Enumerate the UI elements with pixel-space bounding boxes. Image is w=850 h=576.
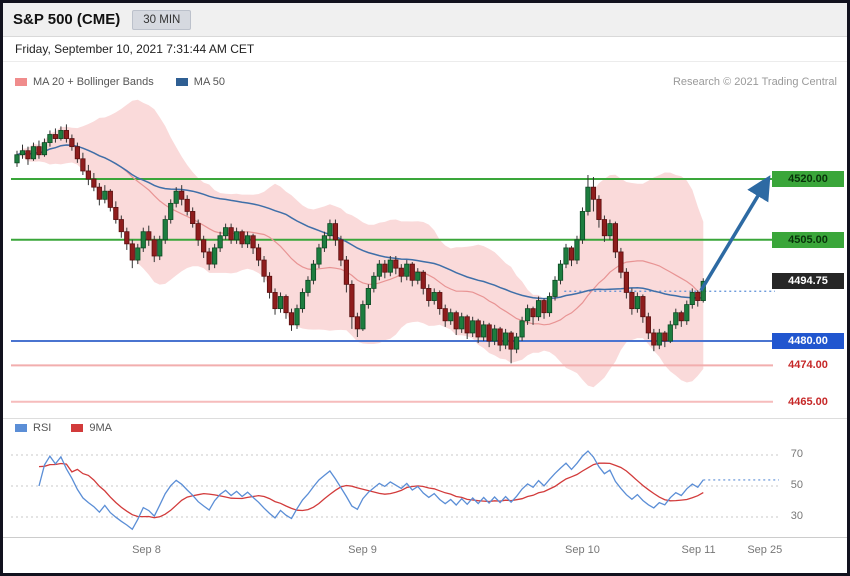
rsi-axis-label: 50 [790,479,803,491]
price-level-label: 4494.75 [772,273,844,290]
rsi-chart-canvas [11,450,779,531]
x-axis-label: Sep 8 [132,544,161,556]
panel-divider [3,418,847,419]
9ma-swatch-icon [71,424,84,432]
rsi-axis-label: 30 [790,510,803,522]
research-credit: Research © 2021 Trading Central [672,76,837,88]
ma20-label: MA 20 + Bollinger Bands [33,76,154,88]
rsi-legend: RSI 9MA [3,419,847,437]
price-chart-canvas [11,99,775,403]
x-axis-label: Sep 11 [681,544,716,556]
main-legend: MA 20 + Bollinger Bands MA 50 Research ©… [3,62,847,94]
x-axis-label: Sep 9 [348,544,377,556]
instrument-title: S&P 500 (CME) [13,11,121,28]
legend-ma50: MA 50 [175,76,225,88]
rsi-panel: 70 50 30 [3,437,847,537]
rsi-axis-label: 70 [790,448,803,460]
timeframe-badge[interactable]: 30 MIN [132,9,192,30]
legend-9ma: 9MA [71,422,112,434]
price-level-label: 4505.00 [772,231,844,248]
rsi-label: RSI [33,422,52,434]
legend-ma20-bollinger: MA 20 + Bollinger Bands [15,76,154,88]
price-chart: 4520.00 4505.00 4494.75 4480.00 4474.00 4465.… [3,94,847,418]
price-level-label: 4465.00 [788,395,828,408]
rsi-swatch-icon [15,424,27,432]
timestamp: Friday, September 10, 2021 7:31:44 AM CE… [3,37,847,62]
time-axis: Sep 8 Sep 9 Sep 10 Sep 11 Sep 25 [3,537,847,573]
ma20-swatch-icon [15,78,27,86]
x-axis-label: Sep 25 [747,544,783,556]
ma50-label: MA 50 [193,76,225,88]
9ma-label: 9MA [89,422,112,434]
price-level-label: 4474.00 [788,359,828,372]
price-level-label: 4520.00 [772,171,844,188]
legend-rsi: RSI [15,422,51,434]
x-axis-label: Sep 10 [565,544,600,556]
price-level-label: 4480.00 [772,333,844,350]
ma50-swatch-icon [175,78,188,86]
header: S&P 500 (CME) 30 MIN [3,3,847,37]
